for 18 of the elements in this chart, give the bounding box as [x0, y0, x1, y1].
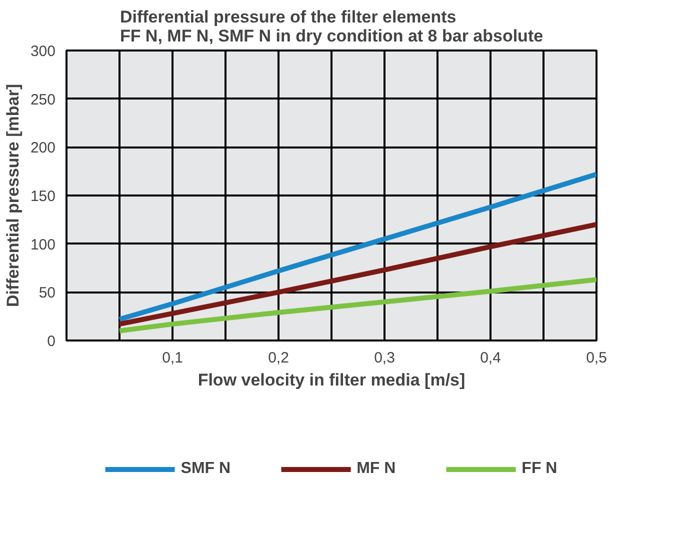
y-tick-label: 150 — [30, 188, 56, 205]
legend-label: MF N — [356, 460, 396, 478]
y-tick-label: 100 — [30, 236, 56, 254]
x-tick-label: 0,4 — [480, 350, 501, 366]
legend-label: FF N — [522, 460, 558, 478]
y-axis-title: Differential pressure [mbar] — [3, 84, 22, 307]
y-tick-label: 300 — [30, 43, 56, 60]
chart-title: Differential pressure of the filter elements FF N, MF N, SMF N in dry condition at 8 bar absolute — [120, 8, 544, 46]
x-tick-label: 0,3 — [374, 350, 395, 366]
x-tick-label: 0,2 — [268, 350, 289, 366]
x-axis-title: Flow velocity in filter media [m/s] — [198, 370, 466, 390]
y-tick-label: 250 — [30, 91, 56, 108]
x-tick-label: 0,1 — [162, 350, 183, 366]
y-tick-label: 50 — [38, 284, 56, 302]
y-tick-label: 0 — [47, 333, 56, 350]
legend-label: SMF N — [180, 460, 231, 478]
y-tick-label: 200 — [30, 140, 56, 157]
x-tick-label: 0,5 — [586, 350, 607, 366]
